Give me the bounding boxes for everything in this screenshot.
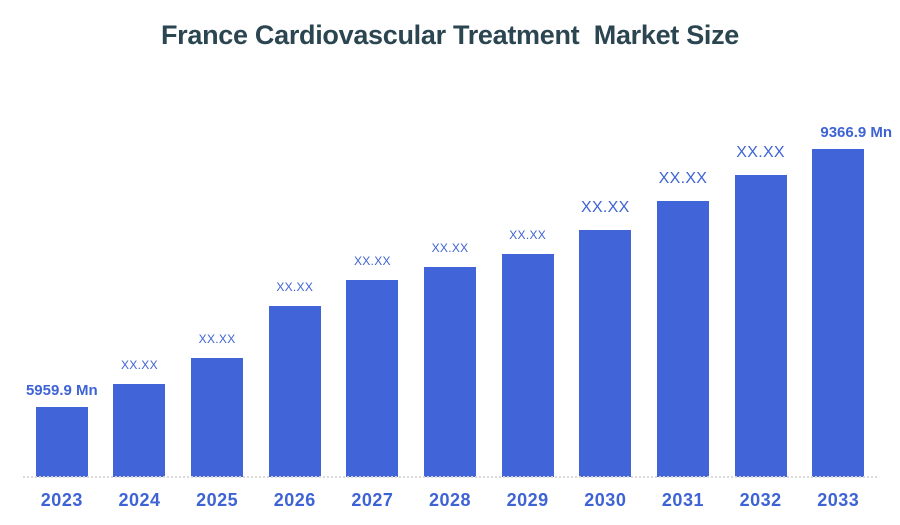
bar-2024 (113, 384, 166, 477)
bar-value-label: XX.XX (431, 241, 469, 255)
x-axis-label: 2029 (506, 490, 549, 510)
bar-value-label: XX.XX (121, 358, 158, 372)
bar-2032 (734, 175, 787, 477)
bar-column-2023: 5959.9 Mn 2023 (23, 90, 101, 525)
bar-column-2028: XX.XX 2028 (411, 90, 489, 525)
bar-value-label: XX.XX (736, 144, 785, 161)
bar-value-label: XX.XX (353, 254, 391, 268)
x-axis-label: 2025 (196, 490, 239, 510)
bar-2029 (501, 254, 554, 477)
x-axis-label: 2023 (40, 490, 83, 510)
bar-column-2027: XX.XX 2027 (334, 90, 412, 525)
bar-columns: 5959.9 Mn 2023 XX.XX 2024 XX.XX 2025 XX.XX 2026… (23, 90, 892, 525)
bar-value-label: 5959.9 Mn (25, 382, 98, 399)
bar-2027 (346, 280, 399, 477)
bar-2031 (656, 201, 709, 477)
x-axis-label: 2031 (661, 490, 704, 510)
bar-column-2030: XX.XX 2030 (566, 90, 644, 525)
chart-title: France Cardiovascular Treatment Market S… (160, 20, 740, 50)
bar-value-label: 9366.9 Mn (820, 124, 893, 141)
bar-value-label: XX.XX (198, 332, 236, 346)
bar-value-label: XX.XX (276, 280, 314, 294)
bar-column-2029: XX.XX 2029 (489, 90, 567, 525)
bar-column-2031: XX.XX 2031 (644, 90, 722, 525)
bar-value-label: XX.XX (509, 228, 547, 242)
bar-2025 (191, 358, 244, 477)
bar-value-label: XX.XX (658, 170, 708, 187)
bar-2026 (268, 306, 321, 477)
chart-area: 5959.9 Mn 2023 XX.XX 2024 XX.XX 2025 XX.XX 2026… (23, 90, 892, 525)
bar-value-label: XX.XX (580, 199, 630, 216)
bar-2028 (424, 267, 477, 477)
bar-2030 (579, 230, 632, 477)
x-axis-label: 2027 (351, 490, 394, 510)
x-axis-label: 2033 (817, 490, 860, 510)
bar-column-2026: XX.XX 2026 (256, 90, 334, 525)
x-axis-line (23, 476, 877, 478)
bar-column-2033: 9366.9 Mn 2033 (799, 90, 892, 525)
bar-2033 (812, 149, 865, 477)
x-axis-label: 2024 (118, 490, 161, 510)
x-axis-label: 2028 (429, 490, 472, 510)
bar-column-2032: XX.XX 2032 (722, 90, 800, 525)
x-axis-label: 2032 (739, 490, 782, 510)
bar-column-2024: XX.XX 2024 (101, 90, 179, 525)
bar-2023 (35, 407, 88, 477)
bar-column-2025: XX.XX 2025 (178, 90, 256, 525)
x-axis-label: 2026 (273, 490, 316, 510)
x-axis-label: 2030 (584, 490, 627, 510)
